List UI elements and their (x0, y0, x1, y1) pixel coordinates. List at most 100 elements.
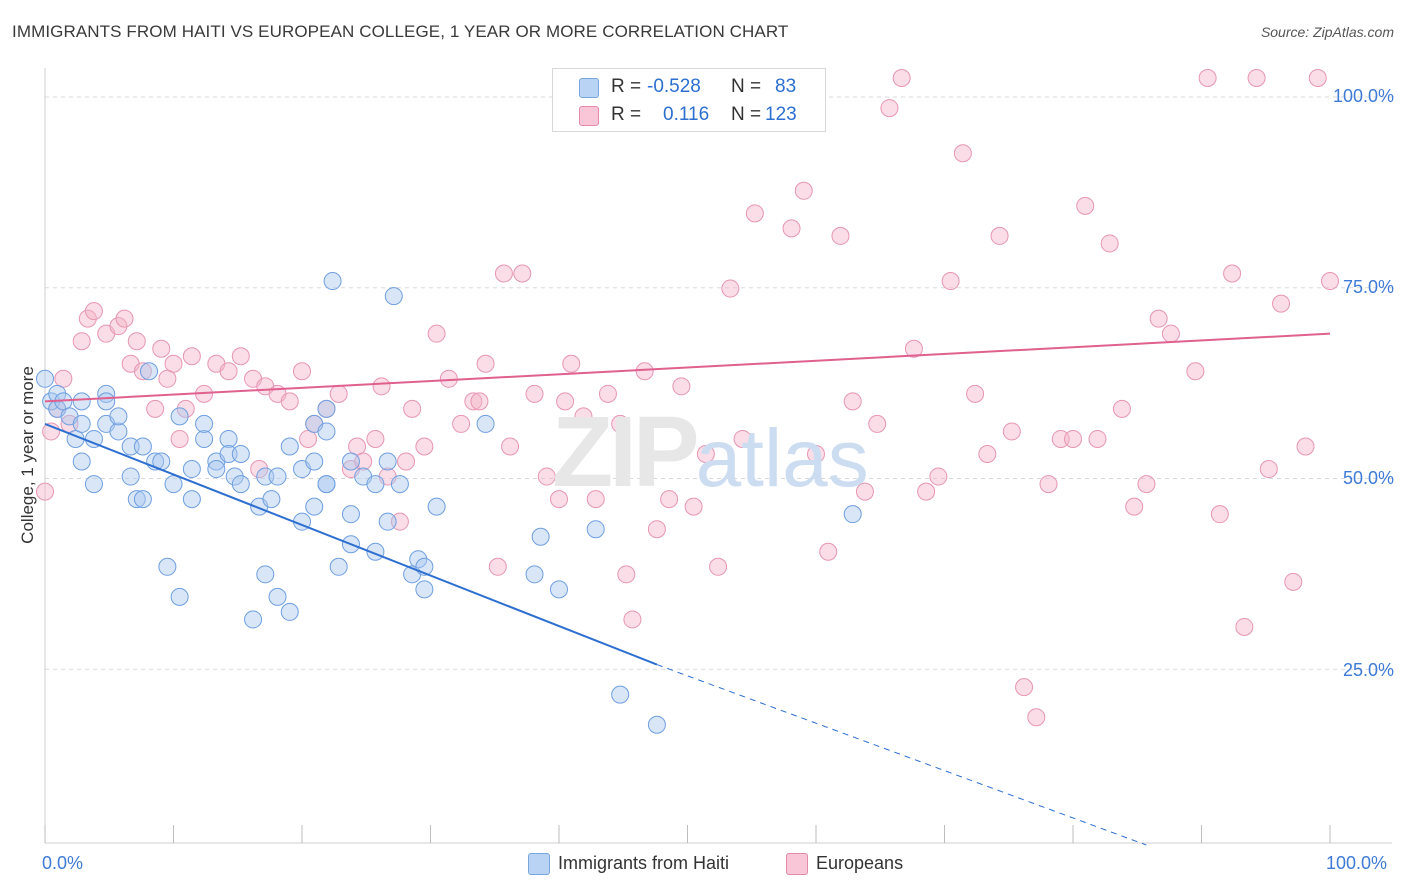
point-europeans (54, 369, 73, 388)
point-europeans (1137, 475, 1156, 494)
point-europeans (1027, 708, 1046, 727)
point-europeans (1321, 272, 1339, 291)
point-europeans (84, 302, 103, 321)
point-europeans (1284, 572, 1303, 591)
point-europeans (562, 354, 581, 373)
point-haiti (219, 445, 238, 463)
watermark: ZIPatlas (552, 395, 869, 510)
point-haiti (109, 407, 128, 426)
point-haiti (207, 460, 226, 479)
x-tick-left: 0.0% (42, 853, 84, 873)
point-europeans (1125, 497, 1144, 516)
point-europeans (36, 482, 54, 501)
point-europeans (855, 482, 874, 501)
point-europeans (598, 384, 617, 403)
legend-row-haiti: R = -0.528 N = 83 (553, 72, 825, 102)
chart-title: IMMIGRANTS FROM HAITI VS EUROPEAN COLLEG… (12, 22, 789, 41)
point-haiti (182, 460, 201, 479)
point-europeans (843, 392, 862, 411)
point-europeans (1296, 437, 1315, 456)
point-haiti (121, 467, 140, 486)
legend-swatch-haiti (579, 78, 599, 98)
legend-swatch-europeans (786, 853, 808, 875)
y-tick-100: 100.0% (1332, 86, 1394, 106)
point-europeans (623, 610, 642, 629)
y-tick-25: 25.0% (1342, 660, 1394, 680)
trend-lines (44, 332, 1331, 846)
point-europeans (709, 557, 728, 576)
legend-row-europeans: R = 0.116 N = 123 (553, 100, 825, 130)
point-europeans (470, 392, 489, 411)
point-haiti (586, 520, 605, 539)
point-europeans (941, 272, 960, 291)
point-haiti (268, 467, 287, 486)
y-axis-label: College, 1 year or more (18, 366, 37, 544)
source-label: Source: ZipAtlas.com (1260, 24, 1394, 40)
bottom-legend: Immigrants from Haiti Europeans (0, 852, 1406, 878)
legend-swatch-haiti (528, 853, 550, 875)
legend-r-label: R = (611, 76, 642, 97)
point-europeans (880, 99, 899, 118)
point-europeans (978, 445, 997, 463)
y-tick-75: 75.0% (1342, 277, 1394, 297)
point-haiti (305, 452, 324, 471)
point-europeans (1112, 399, 1131, 418)
point-europeans (1149, 309, 1168, 328)
point-europeans (1198, 69, 1217, 87)
point-haiti (127, 490, 146, 509)
point-haiti (525, 565, 544, 584)
point-europeans (133, 362, 152, 381)
trend-line-haiti (44, 422, 658, 666)
point-europeans (556, 392, 575, 411)
point-haiti (231, 475, 250, 494)
legend-n-value: 83 (775, 76, 797, 97)
point-haiti (409, 550, 428, 569)
legend-n-value: 123 (765, 104, 797, 125)
point-europeans (501, 437, 520, 456)
point-haiti (158, 557, 177, 576)
point-haiti (109, 422, 128, 441)
point-haiti (170, 407, 189, 426)
point-europeans (348, 437, 367, 456)
point-europeans (250, 460, 269, 479)
point-europeans (115, 309, 134, 328)
point-haiti (476, 414, 495, 433)
point-europeans (1259, 460, 1278, 479)
point-haiti (256, 565, 275, 584)
point-haiti (415, 580, 434, 599)
point-europeans (550, 490, 568, 509)
point-haiti (323, 272, 342, 291)
legend-n-label: N = (731, 104, 762, 125)
point-europeans (1308, 69, 1327, 87)
point-europeans (78, 309, 97, 328)
point-haiti (121, 437, 140, 456)
point-europeans (390, 512, 409, 531)
point-europeans (231, 347, 250, 366)
point-haiti (97, 392, 116, 411)
point-haiti (256, 467, 275, 486)
point-europeans (1002, 422, 1021, 441)
point-haiti (195, 414, 214, 433)
legend-r-value: -0.528 (647, 76, 701, 97)
point-europeans (109, 317, 128, 336)
point-haiti (72, 392, 91, 411)
point-haiti (329, 557, 348, 576)
point-europeans (397, 452, 416, 471)
point-haiti (244, 610, 263, 629)
point-haiti (317, 475, 336, 494)
legend-n-label: N = (731, 76, 762, 97)
point-haiti (170, 587, 189, 606)
point-europeans (1161, 324, 1180, 343)
point-europeans (892, 69, 911, 87)
axes (44, 68, 1392, 844)
point-europeans (660, 490, 679, 509)
watermark-atlas: atlas (695, 413, 869, 504)
trend-line-haiti-extrapolated (656, 664, 1147, 846)
stats-legend: R = -0.528 N = 83 R = 0.116 N = 123 (552, 68, 826, 132)
point-europeans (476, 354, 495, 373)
point-haiti (280, 437, 299, 456)
y-tick-50: 50.0% (1342, 468, 1394, 488)
point-europeans (354, 452, 373, 471)
point-europeans (721, 279, 740, 298)
point-europeans (904, 339, 923, 358)
